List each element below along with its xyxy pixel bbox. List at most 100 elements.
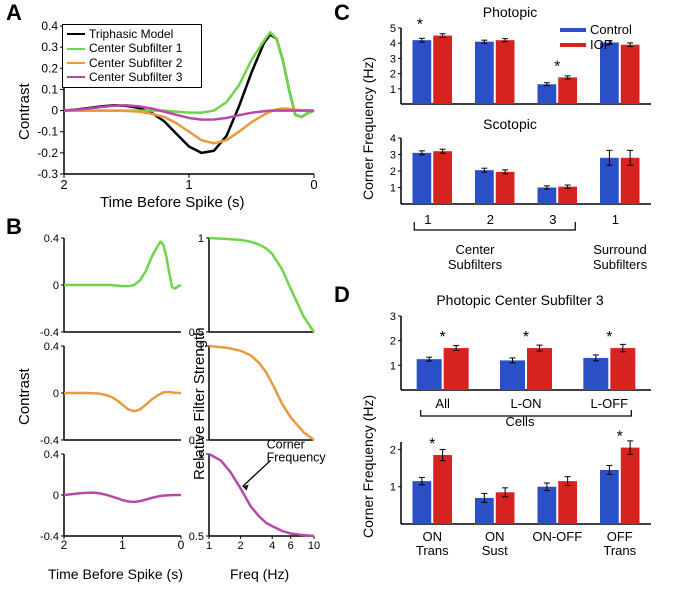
svg-text:3: 3 — [390, 53, 396, 65]
panel-d-bottom-xcat-2: ON-OFF — [529, 530, 585, 544]
svg-text:-0.1: -0.1 — [37, 125, 58, 139]
figure-root: A -0.3-0.2-0.100.10.20.30.4210 Contrast … — [0, 0, 677, 596]
panel-a-xlabel: Time Before Spike (s) — [100, 194, 245, 211]
legend-c-iop: IOP — [590, 37, 612, 52]
panel-b-left-3-svg: -0.400.4210 — [58, 452, 183, 552]
panel-b-ylabel-right: Relative Filter Strength — [191, 327, 208, 480]
panel-d-title: Photopic Center Subfilter 3 — [400, 292, 640, 308]
panel-b-left-1: -0.400.4 — [58, 236, 183, 336]
panel-b-left-2: -0.400.4 — [58, 344, 183, 444]
svg-text:0.5: 0.5 — [189, 531, 204, 543]
svg-text:2: 2 — [390, 336, 396, 348]
svg-text:3: 3 — [390, 150, 396, 162]
panel-c-ylabel: Corner Frequency (Hz) — [360, 57, 376, 200]
svg-text:1: 1 — [206, 540, 212, 552]
panel-c-surround-label: Surround Subfilters — [575, 242, 665, 272]
panel-b-xlabel-left: Time Before Spike (s) — [48, 566, 183, 582]
panel-b-xlabel-right: Freq (Hz) — [230, 566, 289, 582]
svg-text:1: 1 — [390, 360, 396, 372]
svg-text:0: 0 — [53, 388, 59, 400]
legend-a-2: Center Subfilter 2 — [89, 56, 182, 70]
svg-text:*: * — [417, 17, 423, 34]
panel-c-title-bottom: Scotopic — [440, 116, 580, 132]
svg-text:0.4: 0.4 — [44, 233, 59, 245]
legend-a-1: Center Subfilter 1 — [89, 41, 182, 55]
legend-c-control: Control — [590, 22, 632, 37]
legend-a-0: Triphasic Model — [89, 27, 173, 41]
legend-a-3: Center Subfilter 3 — [89, 70, 182, 84]
svg-text:4: 4 — [390, 133, 396, 145]
panel-a-ylabel: Contrast — [16, 83, 33, 140]
panel-d-bottom-xcat-0: ON Trans — [404, 530, 460, 559]
svg-text:1: 1 — [119, 538, 126, 552]
svg-text:*: * — [429, 436, 435, 453]
panel-b-right-1: 0.51 — [203, 236, 318, 336]
svg-text:6: 6 — [288, 540, 294, 552]
svg-text:-0.4: -0.4 — [40, 327, 59, 339]
panel-b-left-2-svg: -0.400.4 — [58, 344, 183, 444]
svg-text:3: 3 — [390, 311, 396, 323]
panel-d-top: 123*** — [395, 312, 655, 394]
panel-a-legend: Triphasic Model Center Subfilter 1 Cente… — [62, 24, 202, 88]
panel-d-label: D — [334, 282, 350, 308]
svg-text:0: 0 — [310, 177, 317, 192]
panel-d-bottom-xcat-1: ON Sust — [467, 530, 523, 559]
svg-text:1: 1 — [185, 177, 192, 192]
svg-text:2: 2 — [60, 177, 67, 192]
svg-text:-0.3: -0.3 — [37, 167, 58, 181]
panel-d-top-svg: 123*** — [395, 312, 655, 394]
svg-text:-0.4: -0.4 — [40, 531, 59, 543]
panel-a-label: A — [6, 0, 22, 26]
svg-text:0.3: 0.3 — [41, 40, 58, 54]
svg-text:1: 1 — [198, 233, 204, 245]
svg-text:0: 0 — [53, 280, 59, 292]
svg-text:1: 1 — [390, 482, 396, 494]
svg-text:2: 2 — [390, 444, 396, 456]
panel-b-right-2-svg: 0.51 — [203, 344, 318, 444]
svg-text:4: 4 — [269, 540, 275, 552]
svg-text:*: * — [523, 329, 529, 346]
svg-text:1: 1 — [390, 183, 396, 195]
panel-b-left-1-svg: -0.400.4 — [58, 236, 183, 336]
panel-c-scotopic-svg: 1234 — [395, 134, 655, 208]
svg-text:0.1: 0.1 — [41, 82, 58, 96]
svg-text:0.2: 0.2 — [41, 61, 58, 75]
svg-text:2: 2 — [390, 69, 396, 81]
svg-text:0.4: 0.4 — [41, 19, 58, 33]
svg-text:0: 0 — [178, 538, 185, 552]
svg-text:1: 1 — [390, 84, 396, 96]
svg-text:0.4: 0.4 — [44, 341, 59, 353]
svg-text:Corner: Corner — [267, 437, 305, 451]
svg-text:0: 0 — [53, 490, 59, 502]
svg-text:4: 4 — [390, 38, 396, 50]
svg-text:Frequency: Frequency — [267, 450, 327, 464]
panel-d-bottom-svg: 12** — [395, 438, 655, 528]
svg-text:-0.4: -0.4 — [40, 435, 59, 447]
svg-text:*: * — [606, 329, 612, 346]
panel-d-ylabel: Corner Frequency (Hz) — [360, 395, 376, 538]
panel-c-scotopic: 1234 — [395, 134, 655, 208]
panel-d-bottom-xcat-3: OFF Trans — [592, 530, 648, 559]
svg-text:0: 0 — [51, 104, 58, 118]
panel-c-center-label: Center Subfilters — [420, 242, 530, 272]
panel-b-right-3-svg: 0.51124610CornerFrequency — [203, 452, 318, 552]
panel-b-right-1-svg: 0.51 — [203, 236, 318, 336]
panel-c-label: C — [334, 0, 350, 26]
svg-text:10: 10 — [308, 540, 320, 552]
svg-text:2: 2 — [238, 540, 244, 552]
panel-c-title-top: Photopic — [440, 4, 580, 20]
svg-text:*: * — [617, 429, 623, 446]
svg-text:5: 5 — [390, 23, 396, 35]
panel-b-left-3: -0.400.4210 — [58, 452, 183, 552]
panel-b-right-3: 0.51124610CornerFrequency — [203, 452, 318, 552]
svg-text:2: 2 — [390, 166, 396, 178]
svg-text:*: * — [554, 58, 560, 75]
panel-b-ylabel-left: Contrast — [16, 368, 33, 425]
svg-text:*: * — [440, 329, 446, 346]
panel-b-label: B — [6, 214, 22, 240]
panel-b-right-2: 0.51 — [203, 344, 318, 444]
svg-text:2: 2 — [61, 538, 68, 552]
svg-text:0.4: 0.4 — [44, 449, 59, 461]
svg-text:-0.2: -0.2 — [37, 146, 58, 160]
panel-d-bottom: 12** — [395, 438, 655, 528]
